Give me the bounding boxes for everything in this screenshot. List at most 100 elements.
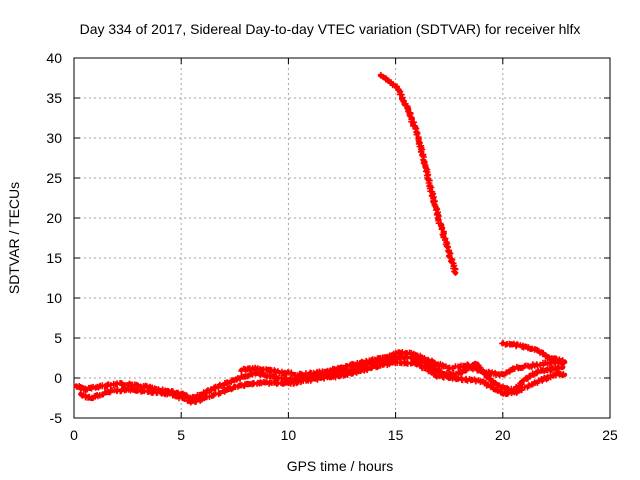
data-point xyxy=(543,367,548,373)
series-steep-decline xyxy=(377,71,459,276)
data-point xyxy=(275,369,280,374)
data-point xyxy=(419,147,424,153)
data-point xyxy=(457,371,463,376)
data-point xyxy=(436,215,441,221)
data-point xyxy=(440,230,445,235)
data-point xyxy=(200,396,205,401)
data-point xyxy=(221,382,227,387)
data-point xyxy=(307,377,313,382)
x-tick-label: 25 xyxy=(602,427,618,443)
data-point xyxy=(382,355,388,360)
data-point xyxy=(513,390,518,395)
data-point xyxy=(479,379,484,384)
y-tick-label: 5 xyxy=(54,330,62,346)
data-point xyxy=(88,396,94,401)
data-point xyxy=(406,107,411,113)
x-tick-label: 0 xyxy=(70,427,78,443)
data-point xyxy=(378,73,383,78)
data-point xyxy=(500,391,505,396)
data-point xyxy=(275,375,280,381)
y-tick-label: 10 xyxy=(46,290,62,306)
data-point xyxy=(474,361,480,366)
data-point xyxy=(479,369,484,374)
data-point xyxy=(401,99,407,105)
data-point xyxy=(457,376,463,381)
data-point xyxy=(393,83,398,89)
data-point xyxy=(444,243,450,249)
x-tick-label: 5 xyxy=(177,427,185,443)
data-point xyxy=(449,257,454,262)
data-point xyxy=(239,367,244,373)
data-point xyxy=(500,385,505,390)
data-point xyxy=(410,119,415,125)
data-point xyxy=(500,372,505,377)
y-tick-label: 20 xyxy=(46,210,62,226)
data-point xyxy=(200,391,205,397)
data-point xyxy=(464,363,469,368)
data-point xyxy=(511,342,516,347)
data-point xyxy=(103,390,109,395)
x-tick-label: 10 xyxy=(281,427,297,443)
y-tick-label: 35 xyxy=(46,90,62,106)
data-point xyxy=(125,387,130,392)
data-point xyxy=(511,366,516,371)
data-point xyxy=(543,353,548,358)
data-point xyxy=(393,359,398,365)
data-point xyxy=(532,380,538,385)
data-point xyxy=(500,341,505,346)
data-point xyxy=(410,351,415,357)
data-point xyxy=(211,386,216,391)
chart-title: Day 334 of 2017, Sidereal Day-to-day VTE… xyxy=(80,21,581,37)
data-point xyxy=(554,371,559,377)
series-top-arc xyxy=(499,340,568,366)
y-tick-label: 30 xyxy=(46,130,62,146)
grid-lines xyxy=(74,58,610,418)
data-point xyxy=(264,373,270,378)
data-point xyxy=(423,163,428,169)
data-point xyxy=(522,344,527,349)
y-tick-label: 40 xyxy=(46,50,62,66)
data-point xyxy=(125,382,130,387)
data-point xyxy=(103,383,109,388)
data-point xyxy=(254,366,259,371)
data-point xyxy=(554,366,559,371)
data-point xyxy=(397,89,403,94)
axis-ticks: 0 5 10 15 20 25 -5 0 5 10 15 20 25 30 35 40 xyxy=(46,50,618,443)
data-point xyxy=(232,378,237,383)
data-point xyxy=(361,359,366,365)
y-axis-label: SDTVAR / TECUs xyxy=(6,182,22,294)
y-tick-label: 0 xyxy=(54,370,62,386)
series-lower-band xyxy=(78,358,568,406)
data-point xyxy=(436,369,441,374)
data-point xyxy=(397,350,403,355)
data-point xyxy=(436,374,441,379)
data-point xyxy=(168,391,173,397)
data-point xyxy=(243,373,248,378)
data-point xyxy=(425,358,430,363)
data-point xyxy=(431,199,437,205)
data-point xyxy=(189,399,195,405)
data-point xyxy=(562,359,568,365)
data-point xyxy=(350,371,355,376)
data-point xyxy=(560,365,566,370)
data-point xyxy=(414,361,420,366)
data-point xyxy=(93,385,98,390)
data-point xyxy=(522,377,527,382)
data-point xyxy=(339,365,345,370)
data-point xyxy=(532,371,538,376)
data-point xyxy=(329,375,334,380)
data-point xyxy=(286,381,291,386)
data-point xyxy=(532,363,538,368)
data-point xyxy=(532,347,538,352)
data-point xyxy=(296,372,302,377)
data-point xyxy=(114,381,120,386)
x-tick-label: 20 xyxy=(495,427,511,443)
data-point xyxy=(243,382,248,387)
data-point xyxy=(318,370,323,375)
y-tick-label: -5 xyxy=(50,410,63,426)
data-point xyxy=(554,357,559,362)
data-point xyxy=(453,271,458,276)
data-points xyxy=(73,71,568,406)
x-tick-label: 15 xyxy=(388,427,404,443)
